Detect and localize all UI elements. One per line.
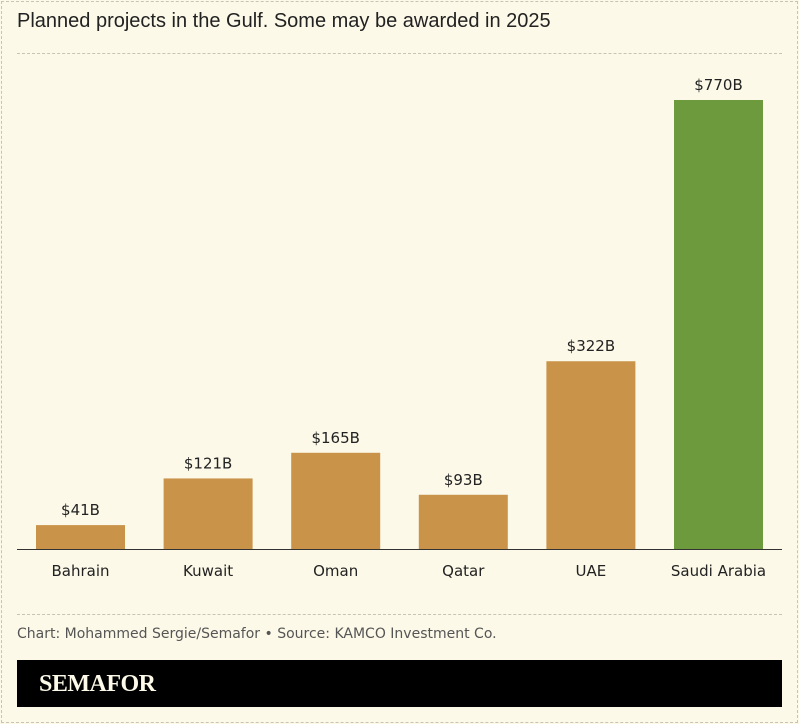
data-label: $322B (567, 337, 615, 355)
x-tick-label: Oman (313, 562, 358, 580)
divider (17, 614, 782, 615)
x-tick-label: Qatar (442, 562, 485, 580)
bar-chart: $41B Bahrain $121B Kuwait $165B Oman $93B Qatar… (17, 76, 782, 580)
semafor-logo: SEMAFOR (39, 671, 156, 697)
source-credit: Chart: Mohammed Sergie/Semafor • Source:… (17, 626, 497, 642)
data-label: $770B (694, 76, 742, 94)
data-label: $121B (184, 454, 232, 472)
x-tick-label: UAE (576, 562, 607, 580)
chart-title: Planned projects in the Gulf. Some may b… (17, 10, 551, 32)
bar-uae (546, 361, 636, 549)
divider (17, 53, 782, 54)
bar-kuwait (163, 478, 253, 549)
x-tick-label: Saudi Arabia (671, 562, 766, 580)
bar-oman (291, 452, 381, 549)
footer-bar: SEMAFOR (17, 660, 782, 707)
x-tick-label: Kuwait (183, 562, 233, 580)
data-label: $165B (311, 429, 359, 447)
bar-bahrain (36, 525, 125, 549)
data-label: $93B (444, 471, 483, 489)
bar-qatar (418, 494, 508, 549)
data-label: $41B (61, 501, 100, 519)
x-tick-label: Bahrain (51, 562, 109, 580)
bar-saudi-arabia (674, 100, 763, 549)
